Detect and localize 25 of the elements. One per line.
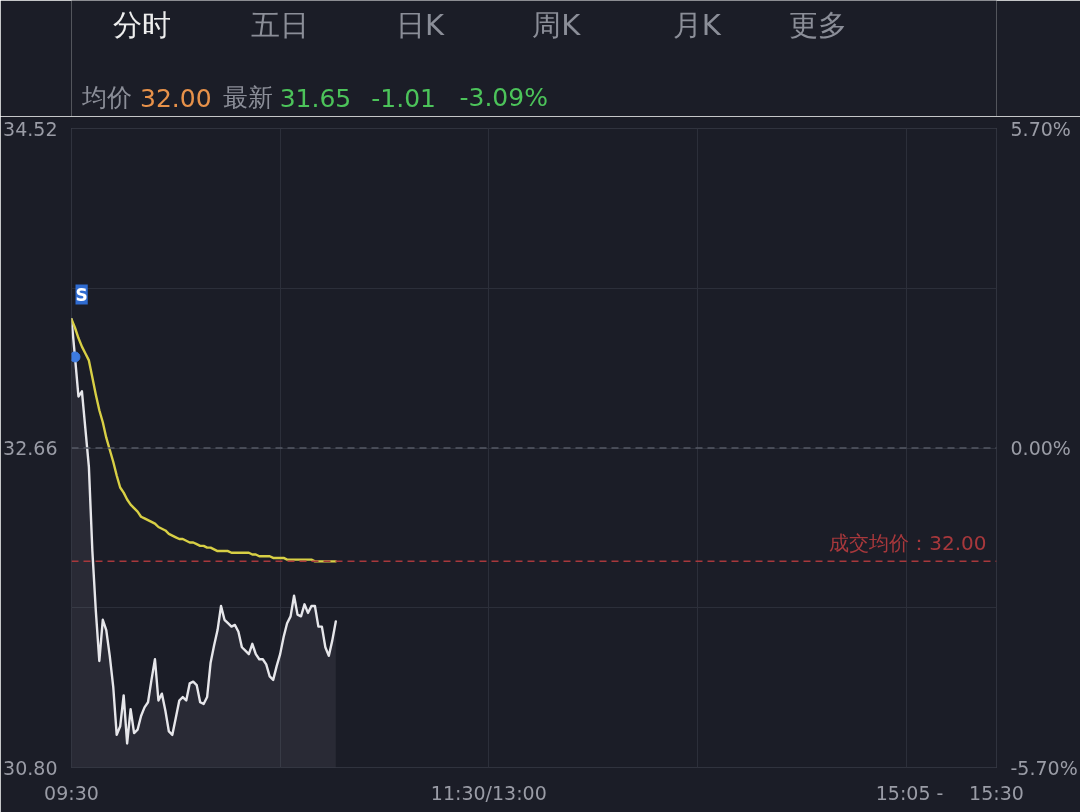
ref-line-label: 成交均价：32.00 [829,531,987,556]
text: 最新 [223,83,274,112]
y2-tick-label: 5.70% [1010,117,1071,140]
text: -1.01 [371,83,436,113]
annotation: S [75,284,88,305]
text: 31.65 [279,83,352,113]
text: 更多 [789,7,848,42]
text: 分时 [112,7,171,42]
text: 均价 [80,83,132,112]
x-tick-label: 09:30 [44,781,99,804]
x-tick-label: 15:05 - [875,781,944,804]
y-tick-label: 30.80 [3,756,58,779]
y2-tick-label: 0.00% [1010,437,1071,459]
x-tick-label: 11:30/13:00 [430,781,547,804]
text: -3.09% [459,83,548,112]
y-tick-label: 34.52 [3,117,58,140]
text: 月K [672,7,722,42]
y-tick-label: 32.66 [3,437,58,459]
line-series [71,317,337,563]
text: 日K [396,7,446,42]
text: 周K [532,7,582,42]
text: 五日 [250,7,309,42]
y2-tick-label: -5.70% [1010,756,1078,779]
x-tick-label: 15:30 [969,781,1024,804]
text: 32.00 [140,83,212,113]
